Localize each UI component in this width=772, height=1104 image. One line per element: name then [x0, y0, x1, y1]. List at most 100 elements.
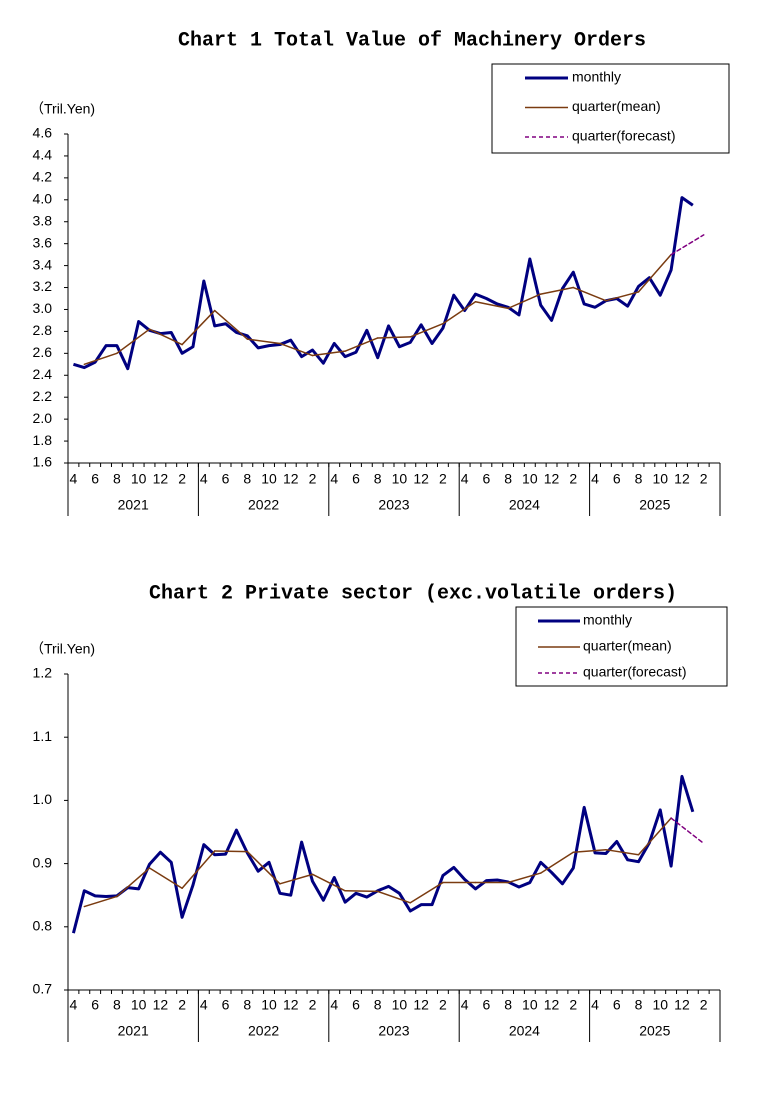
- x-tick-label: 10: [392, 997, 408, 1013]
- series-segment: [539, 851, 575, 874]
- x-tick-label: 12: [153, 471, 169, 487]
- x-tick-label: 6: [352, 997, 360, 1013]
- year-label: 2022: [248, 497, 279, 513]
- series-segment: [637, 253, 672, 293]
- x-tick-label: 10: [131, 997, 147, 1013]
- x-tick-label: 12: [413, 471, 429, 487]
- y-tick-label: 3.8: [33, 212, 53, 228]
- x-tick-label: 6: [91, 471, 99, 487]
- x-tick-label: 2: [700, 471, 708, 487]
- x-tick-label: 10: [131, 471, 147, 487]
- x-tick-label: 8: [243, 471, 251, 487]
- series-segment: [376, 336, 412, 339]
- year-label: 2023: [378, 1023, 409, 1039]
- year-label: 2024: [509, 497, 540, 513]
- series-segment: [409, 322, 444, 338]
- x-tick-label: 6: [482, 471, 490, 487]
- series-segment: [605, 291, 640, 302]
- x-tick-label: 2: [309, 471, 317, 487]
- year-label: 2023: [378, 497, 409, 513]
- legend-label: monthly: [583, 612, 632, 628]
- x-tick-label: 8: [504, 471, 512, 487]
- y-tick-label: 1.2: [33, 665, 53, 681]
- chart-title: Chart 1 Total Value of Machinery Orders: [178, 29, 646, 52]
- y-tick-label: 4.6: [33, 125, 53, 141]
- series-segment: [507, 293, 542, 310]
- x-tick-label: 6: [482, 997, 490, 1013]
- x-tick-label: 2: [439, 471, 447, 487]
- series-segment: [474, 301, 509, 310]
- y-axis-label: （Tril.Yen): [30, 641, 95, 657]
- y-tick-label: 0.7: [33, 981, 53, 997]
- y-tick-label: 1.0: [33, 791, 53, 807]
- x-tick-label: 4: [70, 471, 78, 487]
- x-tick-label: 6: [613, 471, 621, 487]
- year-label: 2025: [639, 1023, 670, 1039]
- series-segment: [181, 850, 216, 889]
- x-tick-label: 8: [635, 471, 643, 487]
- series-segment: [246, 338, 281, 345]
- x-tick-label: 6: [91, 997, 99, 1013]
- series-segment: [181, 309, 216, 346]
- series-segment: [279, 342, 314, 357]
- x-tick-label: 6: [352, 471, 360, 487]
- x-tick-label: 4: [591, 471, 599, 487]
- series-line: [72, 196, 694, 371]
- series-segment: [344, 890, 379, 893]
- year-label: 2021: [118, 497, 149, 513]
- series-segment: [148, 328, 183, 346]
- x-tick-label: 8: [243, 997, 251, 1013]
- y-tick-label: 2.4: [33, 366, 53, 382]
- y-axis-label: （Tril.Yen): [30, 101, 95, 117]
- x-tick-label: 4: [330, 997, 338, 1013]
- x-tick-label: 12: [674, 471, 690, 487]
- y-tick-label: 1.6: [33, 454, 53, 470]
- y-tick-label: 2.0: [33, 410, 53, 426]
- series-segment: [83, 895, 118, 908]
- series-segment: [539, 286, 575, 295]
- series-segment: [213, 309, 249, 340]
- series-segment: [605, 848, 640, 856]
- x-tick-label: 10: [652, 997, 668, 1013]
- x-tick-label: 4: [200, 471, 208, 487]
- x-tick-label: 6: [222, 997, 230, 1013]
- series-segment: [213, 850, 249, 853]
- series-segment: [670, 234, 705, 256]
- year-label: 2025: [639, 497, 670, 513]
- x-tick-label: 8: [374, 997, 382, 1013]
- x-tick-label: 2: [178, 471, 186, 487]
- series-segment: [311, 873, 346, 892]
- x-tick-label: 2: [569, 997, 577, 1013]
- y-tick-label: 2.8: [33, 322, 53, 338]
- series-segment: [83, 352, 118, 366]
- x-tick-label: 10: [522, 471, 538, 487]
- series-segment: [246, 850, 281, 885]
- x-tick-label: 12: [153, 997, 169, 1013]
- x-tick-label: 8: [635, 997, 643, 1013]
- x-tick-label: 8: [113, 997, 121, 1013]
- series-segment: [670, 817, 705, 845]
- y-tick-label: 4.4: [33, 147, 53, 163]
- y-tick-label: 3.2: [33, 278, 53, 294]
- x-tick-label: 10: [392, 471, 408, 487]
- x-tick-label: 8: [374, 471, 382, 487]
- x-tick-label: 10: [261, 471, 277, 487]
- year-label: 2022: [248, 1023, 279, 1039]
- x-tick-label: 4: [591, 997, 599, 1013]
- x-tick-label: 12: [413, 997, 429, 1013]
- series-segment: [637, 817, 672, 856]
- series-segment: [148, 867, 183, 889]
- series-segment: [442, 301, 477, 325]
- y-tick-label: 2.6: [33, 344, 53, 360]
- x-tick-label: 10: [652, 471, 668, 487]
- x-tick-label: 12: [283, 997, 299, 1013]
- x-tick-label: 10: [522, 997, 538, 1013]
- x-tick-label: 4: [461, 997, 469, 1013]
- x-tick-label: 2: [309, 997, 317, 1013]
- x-tick-label: 6: [222, 471, 230, 487]
- legend-label: quarter(forecast): [572, 128, 675, 144]
- year-label: 2024: [509, 1023, 540, 1039]
- legend-label: monthly: [572, 69, 621, 85]
- y-tick-label: 0.8: [33, 918, 53, 934]
- x-tick-label: 12: [283, 471, 299, 487]
